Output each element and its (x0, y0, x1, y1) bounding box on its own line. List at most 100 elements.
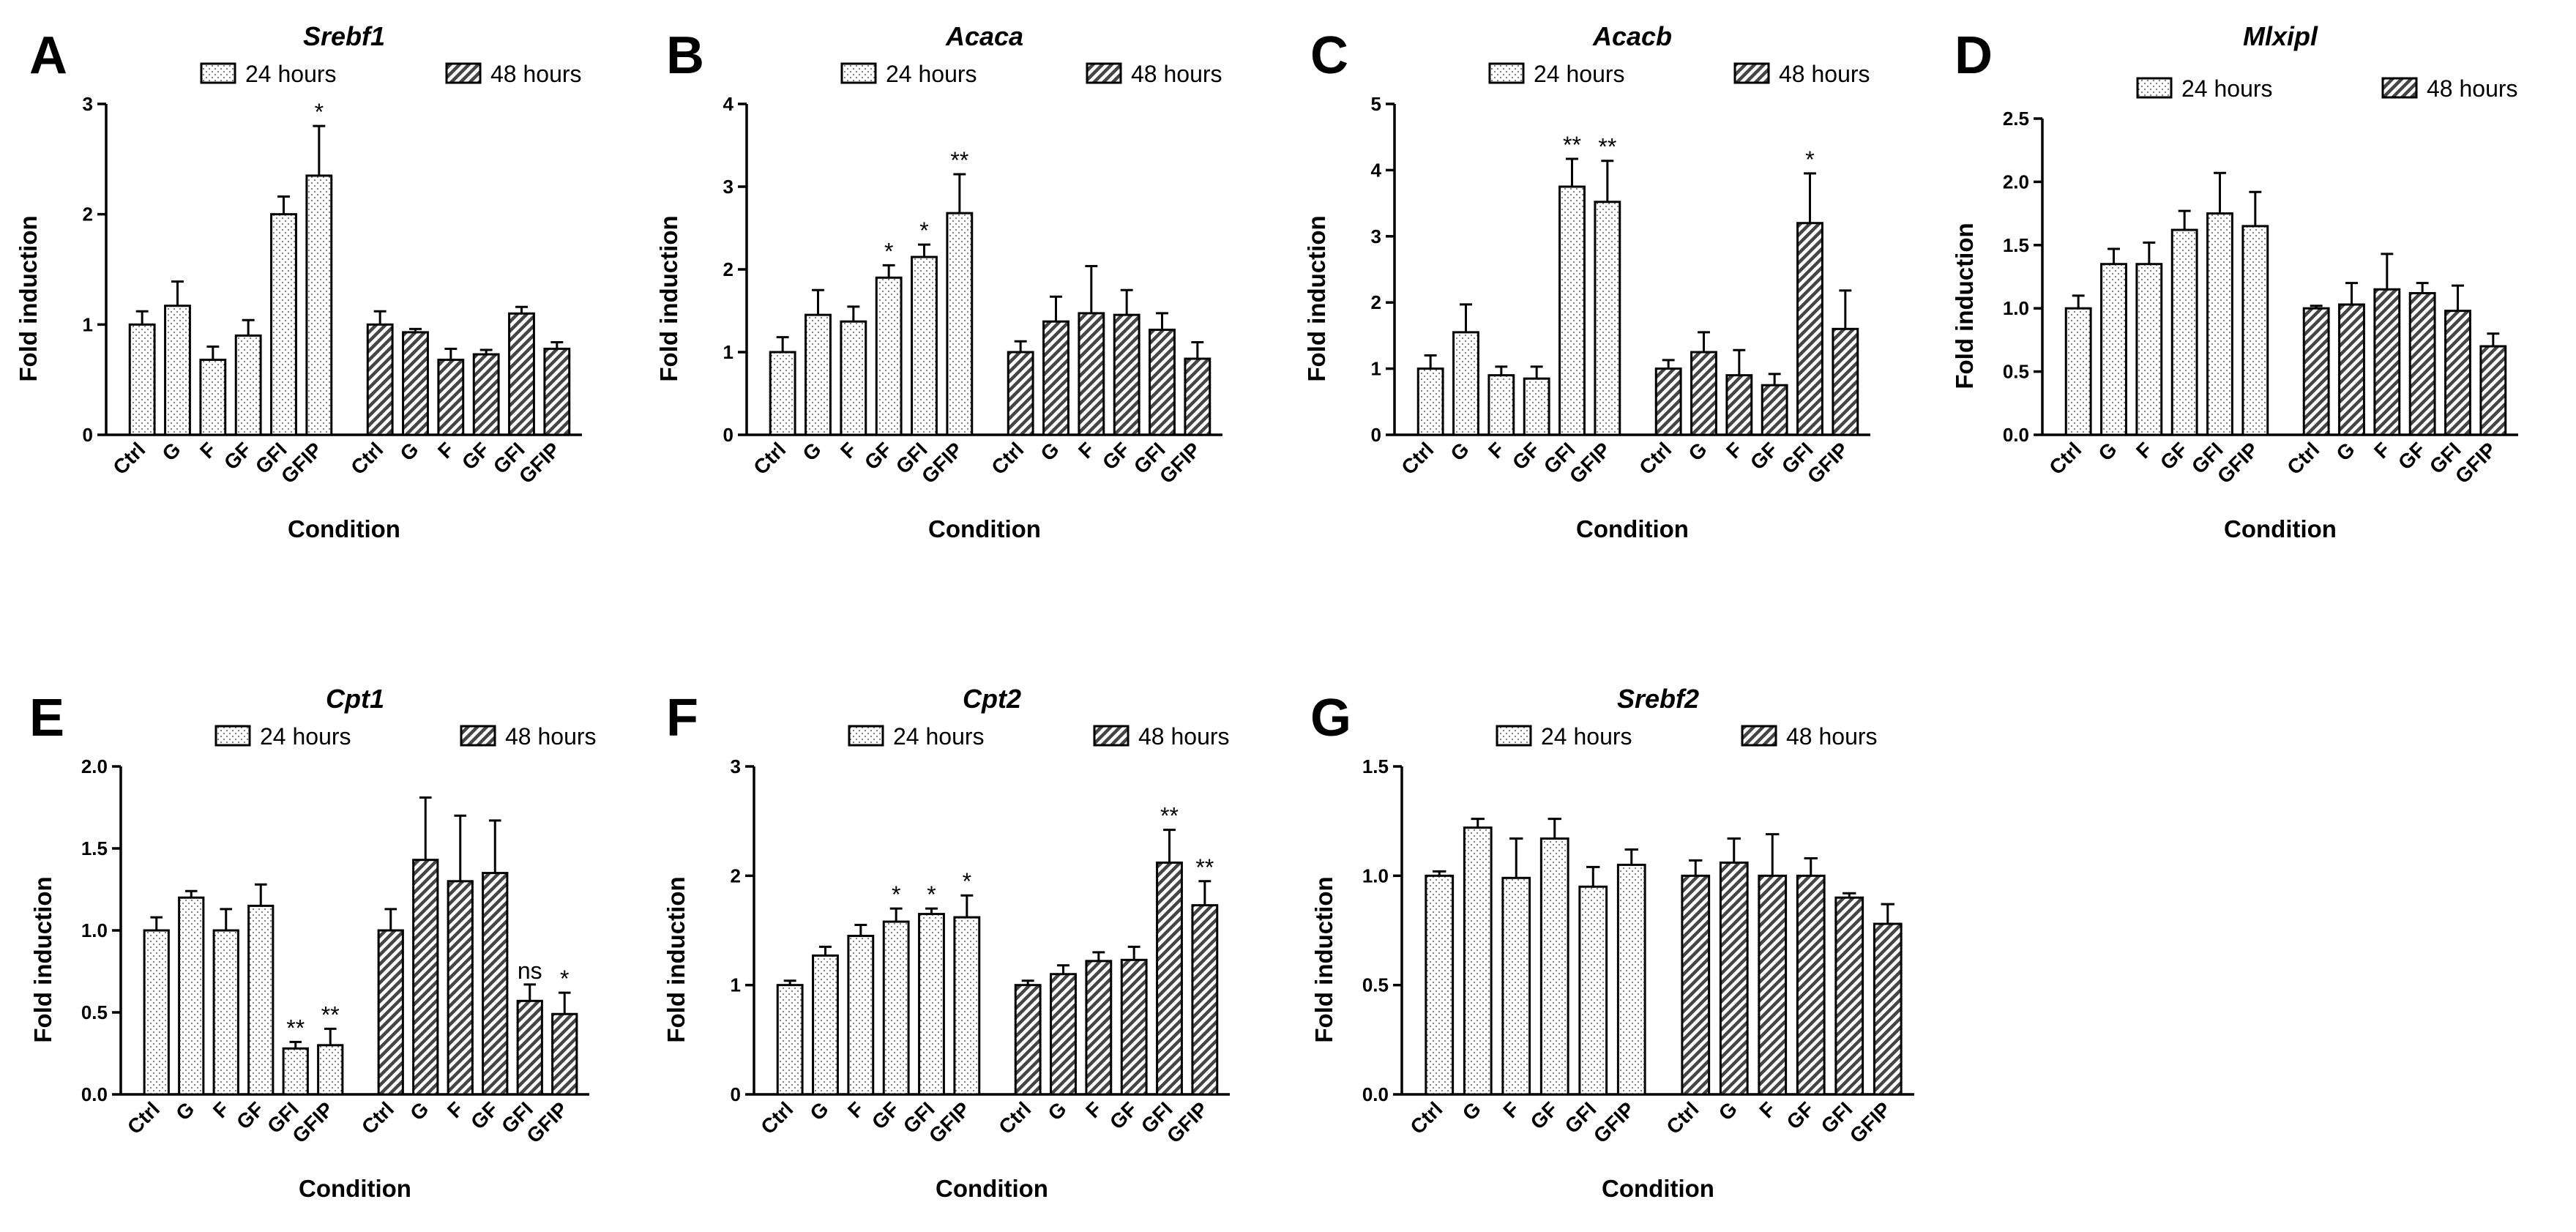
legend-swatch-48h (1086, 62, 1122, 84)
bar-48h-f (447, 880, 474, 1096)
legend-label: 48 hours (1779, 61, 1870, 87)
bar-24h-gfip (953, 916, 981, 1096)
legend-label: 24 hours (245, 61, 337, 87)
x-tick-label: GF (860, 438, 896, 474)
bar-24h-gfip (946, 212, 974, 436)
significance-label: * (919, 217, 928, 244)
x-tick-label: F (843, 1097, 868, 1122)
y-tick-label: 2 (1371, 291, 1381, 313)
x-tick-label: F (1498, 1097, 1523, 1122)
y-tick-label: 1 (83, 313, 93, 335)
x-tick-label: F (443, 1097, 468, 1122)
bar-24h-f (1501, 876, 1531, 1096)
legend-swatch-48h (1093, 725, 1130, 747)
chart-panel-a: A Srebf1 24 hours 48 hours 0 1 2 3 Fold inductio… (15, 21, 582, 542)
y-tick-label: 0 (723, 424, 733, 446)
significance-label: * (963, 868, 971, 895)
y-tick-label: 0.5 (81, 1001, 108, 1023)
bar-48h-ctrl (1007, 351, 1034, 436)
x-axis-label: Condition (928, 515, 1041, 542)
bar-48h-gfi (1156, 861, 1183, 1096)
x-tick-label: Ctrl (108, 438, 149, 479)
bar-24h-g (1463, 826, 1493, 1096)
bar-24h-g (1452, 331, 1479, 436)
legend-swatch-24h (214, 725, 251, 747)
bar-24h-gfi (1578, 885, 1608, 1096)
x-tick-label: G (1036, 438, 1063, 465)
bar-48h-g (2338, 303, 2365, 436)
x-tick-label: G (2332, 438, 2359, 465)
x-tick-label: F (1081, 1097, 1106, 1122)
bar-48h-f (1758, 874, 1788, 1096)
y-tick-label: 2.5 (2003, 108, 2029, 130)
legend-swatch-48h (445, 62, 482, 84)
bar-48h-g (412, 859, 439, 1096)
legend-swatch-24h (848, 725, 884, 747)
x-axis-label: Condition (288, 515, 400, 542)
x-tick-label: F (1722, 438, 1747, 463)
y-tick-label: 3 (1371, 225, 1381, 247)
y-tick-label: 4 (1371, 159, 1382, 181)
bar-24h-gf (2170, 228, 2198, 436)
x-tick-label: Ctrl (2282, 438, 2323, 479)
x-axis-label: Condition (936, 1175, 1048, 1202)
bar-48h-f (1085, 960, 1113, 1096)
x-tick-label: Ctrl (357, 1097, 398, 1138)
x-tick-label: GFIP (1155, 438, 1205, 488)
y-axis-label: Fold induction (29, 876, 56, 1042)
bar-48h-gfip (2479, 345, 2507, 436)
bar-24h-gf (882, 920, 910, 1096)
bar-24h-gf (875, 276, 903, 436)
panel-letter: D (1955, 26, 1993, 85)
bar-24h-g (2100, 263, 2127, 436)
y-tick-label: 0 (731, 1083, 741, 1105)
significance-label: * (315, 99, 324, 125)
x-tick-label: G (798, 438, 825, 465)
x-axis-label: Condition (1602, 1175, 1714, 1202)
bar-48h-gfi (1796, 222, 1823, 436)
x-axis-label: Condition (299, 1175, 411, 1202)
chart-title: Srebf1 (303, 21, 385, 51)
y-tick-label: 2 (83, 204, 93, 225)
x-tick-label: GFIP (522, 1097, 572, 1147)
x-tick-label: Ctrl (1397, 438, 1438, 479)
panel-letter: A (29, 26, 67, 85)
bar-24h-gf (247, 904, 275, 1096)
legend-swatch-24h (200, 62, 236, 84)
significance-label: ** (1160, 803, 1179, 829)
y-tick-label: 0 (83, 424, 93, 446)
bar-48h-f (437, 359, 465, 436)
chart-panel-g: G Srebf2 24 hours 48 hours 0.0 0.5 1.0 1.5 Fold … (1310, 684, 1914, 1202)
x-tick-label: F (2132, 438, 2157, 463)
bar-48h-g (1050, 973, 1077, 1096)
legend-label: 24 hours (886, 61, 977, 87)
bar-24h-f (1487, 374, 1515, 436)
y-axis-label: Fold induction (655, 215, 682, 381)
legend-swatch-24h (840, 62, 877, 84)
legend-label: 24 hours (893, 723, 985, 750)
bar-24h-gfip (305, 174, 333, 436)
x-tick-label: GF (1746, 438, 1782, 474)
x-tick-label: Ctrl (1635, 438, 1676, 479)
bar-48h-gf (1761, 384, 1788, 436)
legend-swatch-48h (1741, 725, 1777, 747)
x-tick-label: GFIP (917, 438, 967, 488)
x-tick-label: GF (1526, 1097, 1562, 1133)
bar-24h-g (178, 896, 205, 1096)
significance-label: ** (950, 147, 968, 173)
x-tick-label: GF (2156, 438, 2192, 474)
y-axis-label: Fold induction (1951, 223, 1978, 389)
bar-48h-gfi (1149, 328, 1176, 436)
chart-title: Srebf2 (1617, 684, 1699, 714)
bar-24h-ctrl (776, 984, 804, 1096)
x-tick-label: G (1043, 1097, 1070, 1124)
significance-label: * (892, 881, 900, 908)
y-axis-label: Fold induction (1303, 215, 1330, 381)
panel-letter: B (666, 26, 704, 85)
bar-24h-f (199, 359, 227, 436)
bar-24h-ctrl (2064, 307, 2092, 436)
bar-24h-gfi (911, 255, 938, 436)
legend-label: 24 hours (1534, 61, 1625, 87)
x-tick-label: Ctrl (346, 438, 387, 479)
y-tick-label: 5 (1371, 93, 1381, 115)
